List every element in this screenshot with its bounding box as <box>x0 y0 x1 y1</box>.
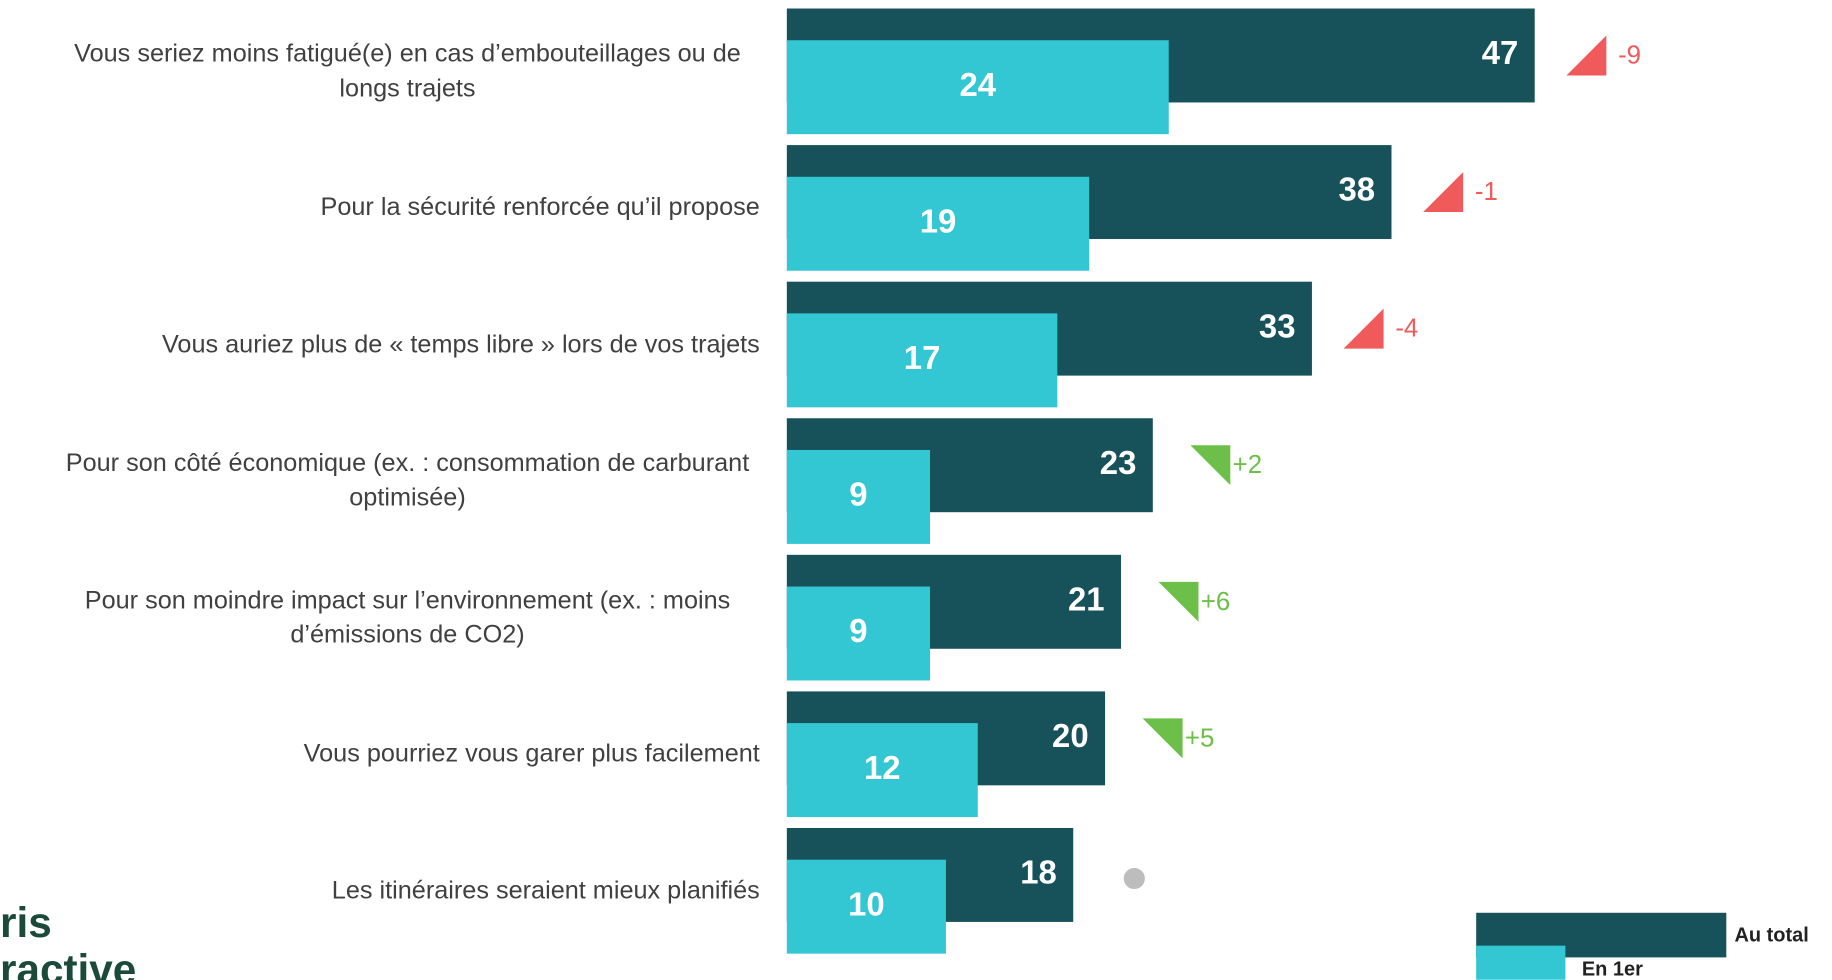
category-label: Vous pourriez vous garer plus facilement <box>55 691 760 817</box>
value-label: 19 <box>920 202 957 239</box>
change-label: -9 <box>1618 41 1641 69</box>
category-label-box: Pour la sécurité renforcée qu’il propose <box>55 145 760 271</box>
bar <box>786 859 946 954</box>
change-label: -4 <box>1395 315 1418 343</box>
change-triangle <box>1423 172 1464 213</box>
category-label-box: Vous pourriez vous garer plus facilement <box>55 691 760 817</box>
bar <box>786 313 1058 408</box>
category-text: Pour la sécurité renforcée qu’il propose <box>320 193 760 222</box>
value-label: 20 <box>1052 717 1089 754</box>
category-label-box: Vous auriez plus de « temps libre » lors… <box>55 282 760 408</box>
no-change-dot <box>1123 867 1145 890</box>
category-text: Vous pourriez vous garer plus facilement <box>303 739 760 768</box>
bar <box>786 723 978 818</box>
change-triangle <box>1142 718 1183 759</box>
category-label: Pour la sécurité renforcée qu’il propose <box>55 145 760 271</box>
change-label: +5 <box>1185 724 1214 752</box>
category-label-box: Les itinéraires seraient mieux planifiés <box>55 828 760 954</box>
change-label: +6 <box>1201 588 1230 616</box>
category-text: Pour son moindre impact sur l’environnem… <box>84 585 731 649</box>
value-label: 23 <box>1100 444 1137 481</box>
category-label: Pour son moindre impact sur l’environnem… <box>55 555 760 681</box>
value-label: 21 <box>1068 580 1105 617</box>
value-label: 47 <box>1482 34 1519 71</box>
change-label: +2 <box>1233 451 1262 479</box>
category-text: Les itinéraires seraient mieux planifiés <box>331 876 760 905</box>
change-triangle <box>1566 35 1607 76</box>
value-label: 10 <box>848 885 885 922</box>
logo-text: ractive <box>0 946 136 980</box>
category-label-box: Pour son côté économique (ex. : consomma… <box>55 418 760 544</box>
value-label: 12 <box>864 749 901 786</box>
category-text: Vous seriez moins fatigué(e) en cas d’em… <box>74 39 741 102</box>
bar <box>786 586 931 681</box>
legend-label: Au total <box>1735 925 1809 947</box>
bar <box>786 449 931 544</box>
value-label: 9 <box>849 612 867 649</box>
value-label: 24 <box>959 66 996 103</box>
category-label: Pour son côté économique (ex. : consomma… <box>55 418 760 544</box>
change-triangle <box>1343 308 1384 349</box>
category-label-box: Vous seriez moins fatigué(e) en cas d’em… <box>55 9 760 135</box>
category-label: Vous auriez plus de « temps libre » lors… <box>55 282 760 408</box>
change-triangle <box>1158 581 1199 622</box>
value-label: 38 <box>1338 171 1375 208</box>
category-label: Les itinéraires seraient mieux planifiés <box>55 828 760 954</box>
change-triangle <box>1190 445 1231 486</box>
value-label: 18 <box>1020 854 1057 891</box>
legend-swatch <box>1476 945 1566 980</box>
category-text: Pour son côté économique (ex. : consomma… <box>65 449 750 512</box>
change-label: -1 <box>1475 178 1498 206</box>
category-label-box: Pour son moindre impact sur l’environnem… <box>55 555 760 681</box>
category-label: Vous seriez moins fatigué(e) en cas d’em… <box>55 9 760 135</box>
value-label: 17 <box>904 339 941 376</box>
value-label: 33 <box>1259 307 1296 344</box>
bar <box>786 176 1090 271</box>
value-label: 9 <box>849 476 867 513</box>
logo-text: ris <box>0 899 52 946</box>
bar <box>786 40 1169 135</box>
category-text: Vous auriez plus de « temps libre » lors… <box>161 329 760 358</box>
legend-label: En 1er <box>1582 959 1643 980</box>
